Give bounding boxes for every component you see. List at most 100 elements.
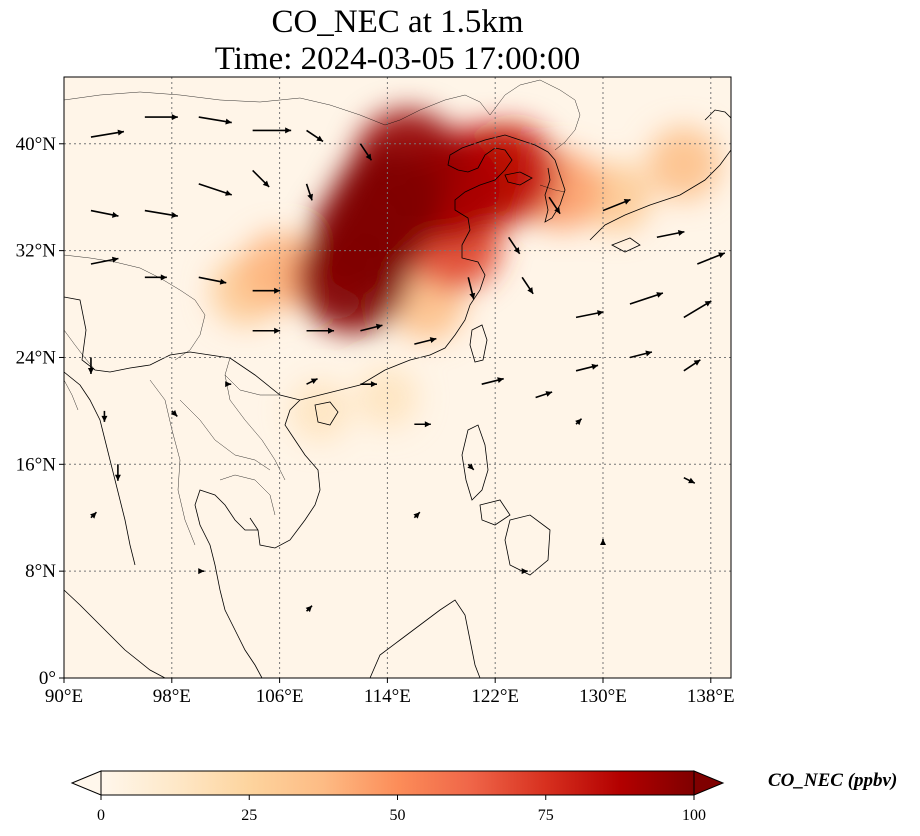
border-china-laos-vietnam bbox=[224, 357, 280, 396]
wind-arrow bbox=[535, 391, 553, 399]
lat-tick-label: 16°N bbox=[16, 454, 57, 475]
wind-arrow bbox=[683, 300, 712, 319]
wind-arrow bbox=[198, 183, 233, 196]
wind-arrow bbox=[144, 274, 167, 281]
coastline-mindanao bbox=[504, 514, 551, 576]
border-bangladesh bbox=[64, 379, 79, 411]
wind-arrow bbox=[602, 198, 631, 212]
lat-tick-label: 8°N bbox=[25, 561, 56, 582]
wind-arrow bbox=[360, 323, 383, 332]
wind-arrow bbox=[144, 209, 178, 219]
wind-arrow bbox=[114, 464, 121, 481]
wind-arrow bbox=[414, 337, 437, 345]
wind-arrow bbox=[683, 359, 701, 372]
wind-arrow bbox=[413, 511, 421, 519]
colorbar-ticks: 0 25 50 75 100 bbox=[97, 795, 706, 824]
colorbar-tick-label: 75 bbox=[538, 807, 554, 824]
wind-arrow bbox=[198, 116, 232, 125]
wind-arrow bbox=[225, 381, 232, 388]
wind-arrow bbox=[599, 538, 606, 545]
border-thailand-laos bbox=[179, 399, 271, 471]
wind-arrow bbox=[170, 410, 178, 417]
wind-arrow bbox=[414, 421, 431, 428]
wind-arrow bbox=[629, 350, 653, 359]
latitude-tick-labels: 0° 8°N 16°N 24°N 32°N 40°N bbox=[16, 134, 64, 689]
lon-tick-label: 122°E bbox=[471, 686, 519, 707]
wind-arrow bbox=[305, 605, 313, 613]
border-china-mongolia bbox=[64, 91, 491, 126]
wind-arrow bbox=[252, 169, 270, 188]
lat-tick-label: 40°N bbox=[16, 134, 57, 155]
lon-tick-label: 90°E bbox=[45, 686, 83, 707]
lon-tick-label: 130°E bbox=[579, 686, 627, 707]
wind-arrow bbox=[252, 327, 281, 334]
coastline-kyushu-honshu bbox=[589, 149, 731, 241]
wind-arrow bbox=[306, 129, 324, 143]
coastline-borneo bbox=[369, 599, 481, 678]
graticule-gridlines bbox=[64, 77, 731, 678]
wind-arrow bbox=[198, 276, 227, 285]
lon-tick-label: 98°E bbox=[153, 686, 191, 707]
colorbar-extend-min bbox=[70, 770, 102, 796]
colorbar-tick-label: 0 bbox=[97, 807, 105, 824]
border-china-russia bbox=[489, 79, 581, 151]
colorbar-tick-label: 25 bbox=[241, 807, 257, 824]
wind-arrow bbox=[467, 463, 475, 471]
coastline-shandong bbox=[504, 171, 533, 186]
concentration-patch bbox=[647, 127, 721, 201]
border-china-myanmar bbox=[174, 314, 206, 361]
wind-arrow bbox=[575, 310, 604, 319]
wind-arrow bbox=[467, 277, 476, 300]
border-myanmar-thailand bbox=[149, 379, 196, 546]
wind-arrow bbox=[90, 511, 98, 519]
wind-arrow bbox=[481, 377, 504, 385]
wind-arrow bbox=[548, 196, 561, 215]
wind-arrow bbox=[575, 363, 599, 372]
wind-arrow bbox=[305, 183, 313, 201]
coastline-shikoku bbox=[611, 237, 641, 253]
colorbar-label: CO_NEC (ppbv) bbox=[768, 770, 898, 791]
border-china-india bbox=[64, 254, 206, 316]
coastline-hainan bbox=[314, 401, 339, 426]
wind-arrow bbox=[521, 276, 534, 295]
colorbar-tick-label: 100 bbox=[682, 807, 706, 824]
wind-arrow bbox=[252, 287, 281, 294]
coastline-hokkaido-north bbox=[704, 109, 731, 121]
lat-tick-label: 0° bbox=[39, 668, 56, 689]
lat-tick-label: 24°N bbox=[16, 347, 57, 368]
border-korea bbox=[539, 184, 566, 193]
wind-arrow bbox=[252, 127, 292, 134]
wind-arrow bbox=[90, 209, 119, 218]
wind-arrow bbox=[575, 418, 583, 426]
map-subtitle-time: Time: 2024-03-05 17:00:00 bbox=[214, 41, 581, 77]
colorbar-gradient bbox=[100, 770, 695, 796]
border-laos-vietnam bbox=[224, 374, 286, 481]
wind-arrow bbox=[90, 256, 119, 265]
map-title: CO_NEC at 1.5km bbox=[271, 4, 524, 40]
colorbar: 0 25 50 75 100 bbox=[70, 770, 725, 824]
wind-arrow bbox=[90, 129, 125, 138]
coastline-visayas bbox=[479, 499, 511, 526]
wind-arrow bbox=[697, 252, 726, 265]
colorbar-extend-max bbox=[693, 770, 725, 796]
coastline-myanmar bbox=[64, 371, 136, 566]
wind-arrow bbox=[683, 476, 696, 484]
wind-arrow bbox=[306, 377, 318, 385]
coastline-luzon bbox=[461, 424, 489, 501]
colorbar-tick-label: 50 bbox=[390, 807, 406, 824]
map-frame bbox=[63, 76, 732, 679]
wind-arrow bbox=[144, 114, 178, 121]
wind-arrow bbox=[306, 327, 335, 334]
wind-arrow bbox=[508, 236, 521, 255]
longitude-tick-labels: 90°E 98°E 106°E 114°E 122°E 130°E 138°E bbox=[45, 678, 735, 707]
wind-arrow bbox=[359, 143, 373, 161]
country-borders bbox=[64, 79, 581, 546]
wind-arrow bbox=[360, 381, 377, 388]
wind-arrow bbox=[629, 292, 664, 305]
wind-arrow bbox=[521, 568, 528, 575]
lon-tick-label: 106°E bbox=[256, 686, 304, 707]
lon-tick-label: 138°E bbox=[687, 686, 735, 707]
lat-tick-label: 32°N bbox=[16, 241, 57, 262]
wind-arrow bbox=[87, 357, 94, 374]
